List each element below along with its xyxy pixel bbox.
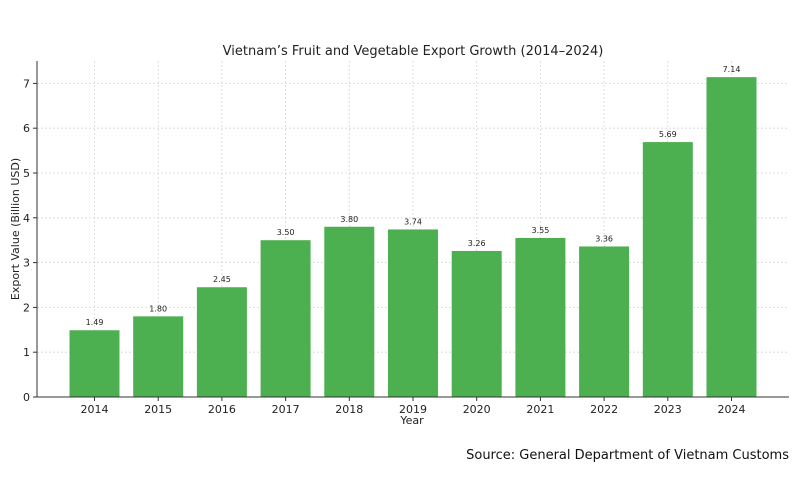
data-label-2022: 3.36	[595, 234, 613, 243]
bar-2021	[515, 237, 566, 397]
x-tick-label-2016: 2016	[208, 403, 236, 416]
data-label-2023: 5.69	[659, 130, 677, 139]
x-tick-label-2014: 2014	[81, 403, 109, 416]
y-tick-label: 1	[23, 346, 30, 359]
chart-title: Vietnam’s Fruit and Vegetable Export Gro…	[223, 44, 604, 59]
data-label-2021: 3.55	[531, 226, 549, 235]
y-tick-labels: 0 1 2 3 4 5 6 7	[23, 77, 37, 404]
x-tick-label-2022: 2022	[590, 403, 618, 416]
y-tick-label: 3	[23, 257, 30, 270]
bar-2014	[69, 330, 120, 397]
data-label-2024: 7.14	[723, 65, 741, 74]
y-axis-label: Export Value (Billion USD)	[9, 158, 22, 300]
x-tick-label-2024: 2024	[718, 403, 746, 416]
y-tick-label: 5	[23, 167, 30, 180]
y-tick-label: 4	[23, 212, 30, 225]
data-label-2016: 2.45	[213, 275, 231, 284]
y-tick-label: 0	[23, 391, 30, 404]
x-tick-label-2023: 2023	[654, 403, 682, 416]
bar-2019	[388, 229, 438, 397]
bar-2018	[324, 226, 375, 397]
x-tick-label-2015: 2015	[144, 403, 172, 416]
source-note: Source: General Department of Vietnam Cu…	[466, 448, 789, 463]
bar-2016	[196, 287, 247, 397]
data-label-2017: 3.50	[277, 228, 295, 237]
x-axis-label: Year	[399, 414, 424, 427]
data-label-2014: 1.49	[86, 318, 104, 327]
bar-2015	[133, 316, 184, 397]
x-tick-labels: 2014 2015 2016 2017 2018 2019 2020 2021 2022 2023…	[81, 397, 746, 416]
x-tick-label-2017: 2017	[272, 403, 300, 416]
bar-2023	[642, 142, 693, 397]
x-tick-label-2020: 2020	[463, 403, 491, 416]
y-tick-label: 2	[23, 301, 30, 314]
data-label-2015: 1.80	[149, 304, 167, 313]
data-label-2019: 3.74	[404, 217, 422, 226]
y-tick-label: 7	[23, 77, 30, 90]
bars	[69, 77, 757, 398]
y-tick-label: 6	[23, 122, 30, 135]
bar-2024	[706, 77, 757, 398]
data-label-2018: 3.80	[340, 215, 358, 224]
bar-2017	[260, 240, 311, 397]
x-tick-label-2018: 2018	[335, 403, 363, 416]
x-tick-label-2019: 2019	[399, 403, 427, 416]
data-label-2020: 3.26	[468, 239, 486, 248]
x-tick-label-2021: 2021	[526, 403, 554, 416]
bar-2022	[579, 246, 630, 397]
bar-2020	[451, 250, 502, 397]
data-labels: 1.49 1.80 2.45 3.50 3.80 3.74 3.26 3.55 3.36 5.69…	[86, 65, 741, 327]
